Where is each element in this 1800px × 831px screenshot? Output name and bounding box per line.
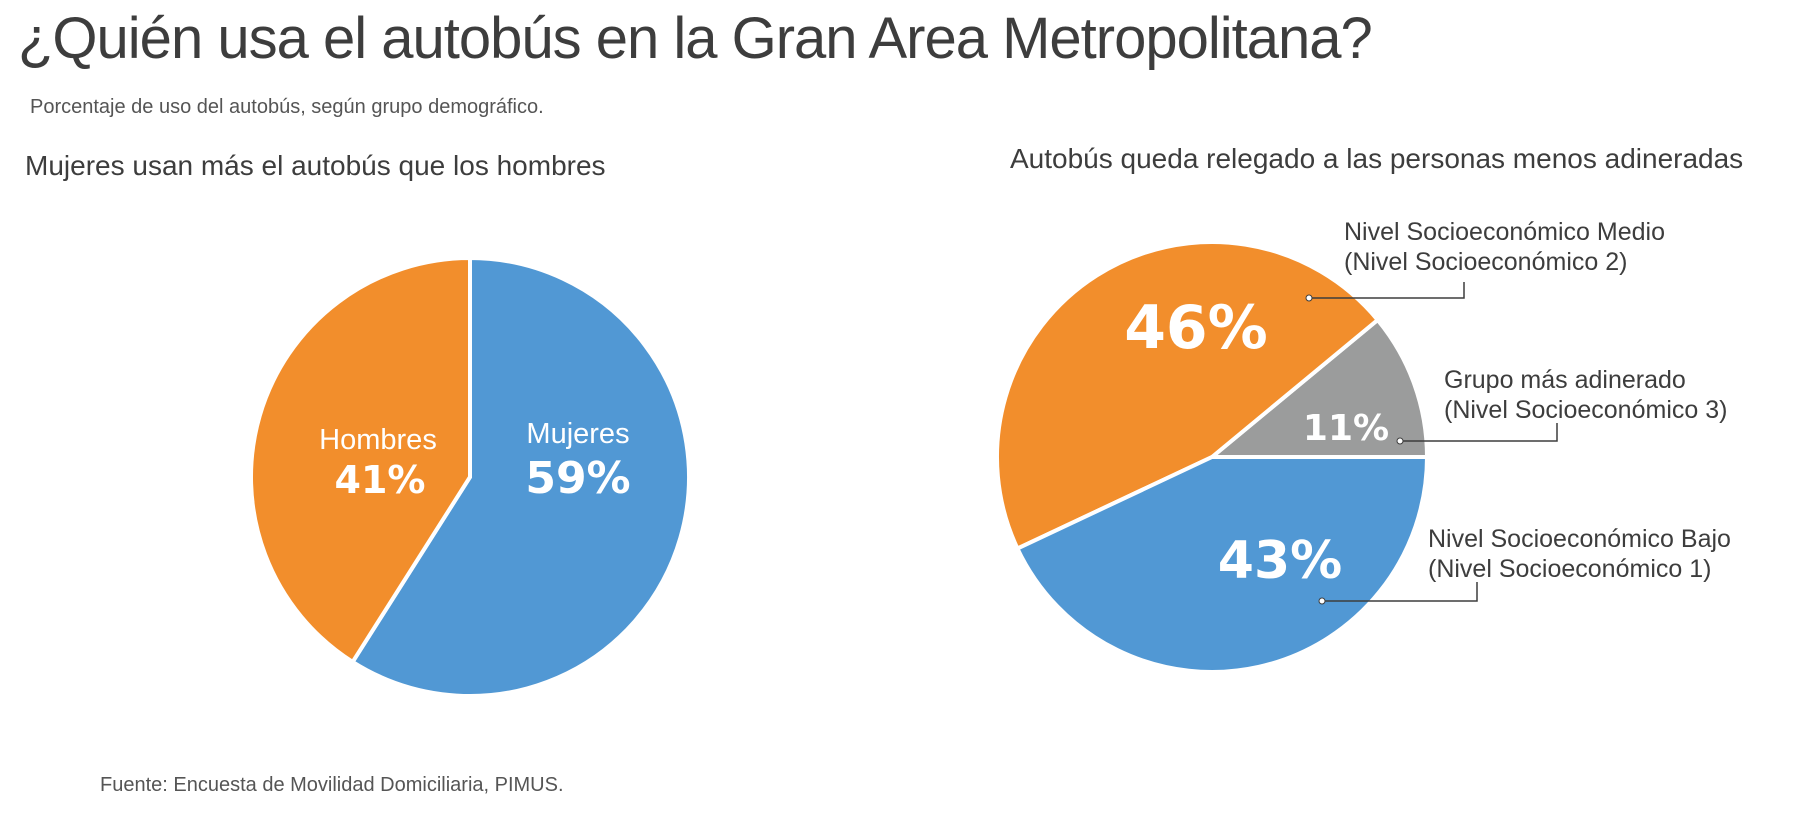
page-title: ¿Quién usa el autobús en la Gran Area Me… (18, 6, 1373, 71)
callout-nse1-line1: Nivel Socioeconómico Bajo (1428, 525, 1731, 553)
source-note: Fuente: Encuesta de Movilidad Domiciliar… (100, 774, 564, 796)
slice-label-nse2: 46% (1124, 293, 1268, 363)
leader-dot-nse3 (1396, 437, 1404, 445)
chart-title-gender: Mujeres usan más el autobús que los homb… (25, 150, 606, 181)
leader-dot-nse2 (1305, 294, 1313, 302)
slice-label-hombres: 41% (335, 458, 426, 502)
leader-line-nse2 (1309, 282, 1465, 299)
callout-nse3-line1: Grupo más adinerado (1444, 366, 1686, 394)
pie-slice-nse1 (1014, 455, 1430, 674)
callout-nse1-line2: (Nivel Socioeconómico 1) (1428, 555, 1711, 583)
pie-chart-gender: Mujeres 59% Hombres 41% (248, 255, 691, 698)
pie-chart-socioeconomic: 46% 11% 43% Nivel Socioeconómico Medio (… (995, 218, 1731, 674)
slice-name-mujeres: Mujeres (526, 418, 629, 450)
chart-title-socioeconomic: Autobús queda relegado a las personas me… (1010, 143, 1744, 174)
leader-line-nse3 (1400, 423, 1558, 442)
callout-nse2-line1: Nivel Socioeconómico Medio (1344, 218, 1665, 246)
pie-slice-nse2 (995, 240, 1381, 552)
slice-name-hombres: Hombres (319, 424, 437, 456)
page-subtitle: Porcentaje de uso del autobús, según gru… (30, 96, 544, 118)
leader-line-nse1 (1322, 582, 1478, 602)
pie-slice-nse3 (1206, 317, 1430, 459)
callout-nse2-line2: (Nivel Socioeconómico 2) (1344, 248, 1627, 276)
slice-label-nse3: 11% (1303, 408, 1389, 449)
slice-label-nse1: 43% (1218, 531, 1342, 591)
callout-nse3-line2: (Nivel Socioeconómico 3) (1444, 396, 1727, 424)
pie-slice-mujeres (349, 255, 691, 698)
leader-dot-nse1 (1318, 597, 1326, 605)
slice-label-mujeres: 59% (525, 453, 630, 504)
pie-slice-hombres (248, 255, 472, 665)
